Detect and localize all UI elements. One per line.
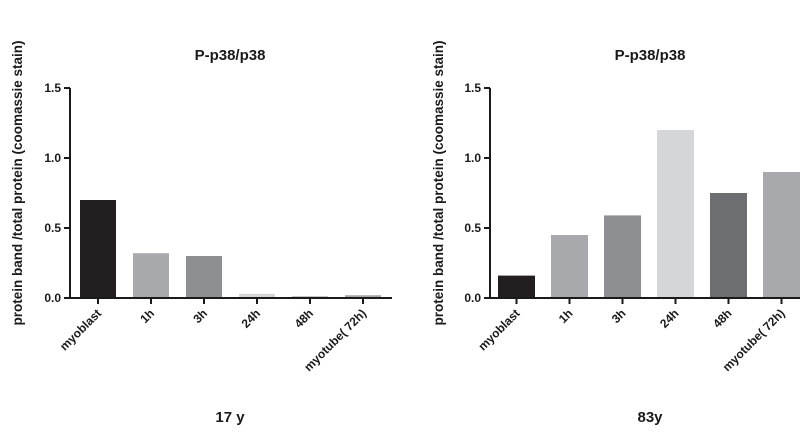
chart-panel-2: P-p38/p38 protein band /total protein (co…: [431, 40, 800, 426]
y-tick-label: 0.5: [44, 221, 61, 235]
bar-myoblast: [80, 200, 116, 298]
bar-1h: [133, 253, 169, 298]
panel-footer-label: 83y: [637, 409, 663, 426]
x-tick-label: 3h: [190, 306, 210, 326]
chart-title: P-p38/p38: [615, 47, 686, 64]
bar-myoblast: [498, 275, 535, 298]
y-tick-label: 1.0: [464, 151, 481, 165]
bar-1h: [551, 235, 588, 298]
panel-footer-label: 17 y: [215, 409, 245, 426]
y-tick-label: 1.5: [44, 81, 61, 95]
x-tick-label: myoblast: [57, 306, 104, 353]
y-tick-label: 0.0: [44, 291, 61, 305]
x-tick-label: 24h: [657, 306, 682, 331]
x-tick-label: 1h: [556, 306, 576, 326]
bar-myotube-72h-: [763, 172, 800, 298]
y-axis-label: protein band /total protein (coomassie s…: [431, 40, 446, 325]
y-axis-label: protein band /total protein (coomassie s…: [10, 40, 25, 325]
bar-24h: [657, 130, 694, 298]
chart-title: P-p38/p38: [195, 47, 266, 64]
x-tick-label: 24h: [239, 306, 264, 331]
bar-myotube-72h-: [345, 295, 381, 298]
x-tick-label: 48h: [292, 306, 317, 331]
bar-24h: [239, 293, 275, 298]
y-tick-label: 0.5: [464, 221, 481, 235]
x-tick-label: myoblast: [475, 306, 522, 353]
bar-3h: [186, 256, 222, 298]
bar-48h: [710, 193, 747, 298]
x-tick-label: 48h: [710, 306, 735, 331]
x-tick-label: 3h: [609, 306, 629, 326]
y-tick-label: 0.0: [464, 291, 481, 305]
bar-3h: [604, 215, 641, 298]
y-tick-label: 1.5: [464, 81, 481, 95]
chart-panel-1: P-p38/p38 protein band /total protein (co…: [10, 40, 392, 426]
x-tick-label: 1h: [137, 306, 157, 326]
y-tick-label: 1.0: [44, 151, 61, 165]
